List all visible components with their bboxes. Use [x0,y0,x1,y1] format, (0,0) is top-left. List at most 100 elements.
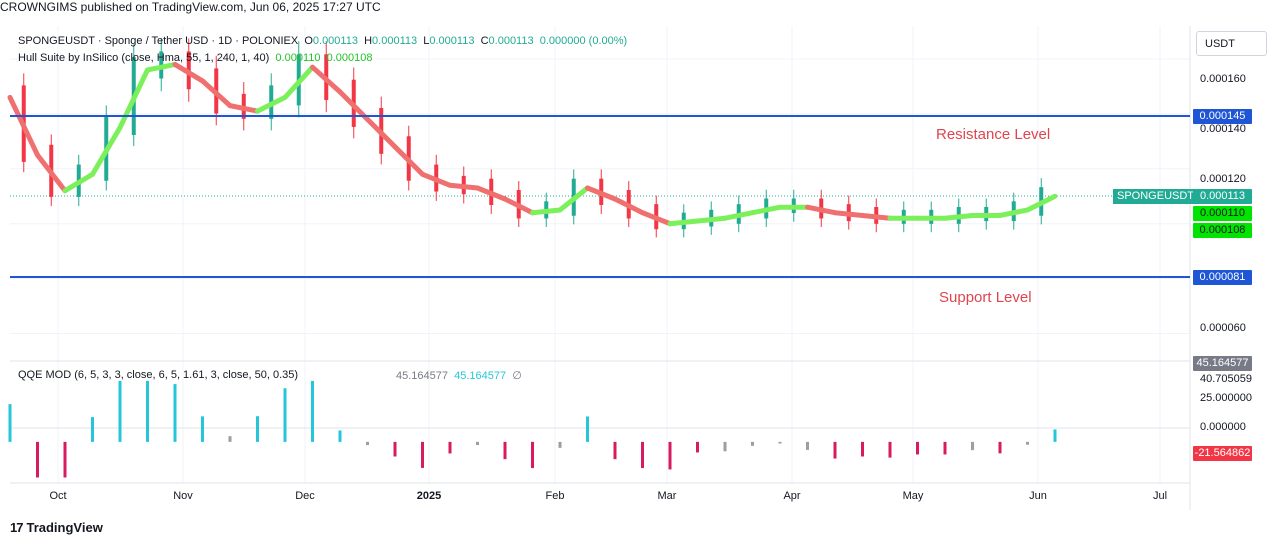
hull-segment [585,185,618,202]
hull-segment [942,212,975,221]
high-label: H [364,35,373,47]
candles [21,38,1044,238]
qqe-tick: 0.000000 [1200,421,1246,433]
hull-badge-1: 0.000110 [1193,206,1252,221]
qqe-badge-top: 45.164577 [1193,356,1252,371]
year-label: 2025 [416,490,442,502]
qqe-bar [338,430,342,442]
hull-segment [7,94,40,158]
open-label: O [304,35,313,47]
hull-segment [282,64,315,100]
hull-segment [722,210,755,221]
qqe-bar [118,380,122,442]
qqe-bar [448,441,452,454]
qqe-bar [228,436,232,442]
hull-suite-line [7,61,1058,227]
hull-segment [667,218,700,227]
qqe-tick: 40.705059 [1200,373,1252,385]
qqe-bar [1053,429,1057,442]
qqe-legend[interactable]: QQE MOD (6, 5, 3, 3, close, 6, 5, 1.61, … [18,369,298,381]
qqe-bar [558,441,562,448]
qqe-value-2: 45.164577 [454,370,507,382]
qqe-bar [283,388,287,442]
qqe-bar [641,441,644,469]
qqe-bar [778,441,782,444]
qqe-bar [91,417,94,442]
price-tick: 0.000160 [1200,73,1246,85]
symbol-title[interactable]: SPONGEUSDT · Sponge / Tether USD · 1D · … [18,35,299,47]
hull-segment [117,67,150,131]
month-label: Jul [1152,490,1168,502]
close-value: 0.000113 [488,35,534,47]
qqe-tick: 25.000000 [1200,392,1252,404]
qqe-bar [393,441,397,457]
qqe-bar [668,441,672,470]
qqe-badge-bottom: -21.564862 [1193,446,1252,461]
hidden-value-icon: ∅ [512,370,522,382]
hull-segment [997,207,1030,218]
qqe-bar [916,441,919,455]
hull-segment [420,171,453,188]
qqe-bar [476,441,479,446]
qqe-bar [63,441,67,478]
hull-segment [530,207,563,216]
qqe-values: 45.164577 45.164577 ∅ [396,369,522,382]
high-value: 0.000113 [372,35,418,47]
hull-segment [172,61,205,84]
qqe-bar [751,441,754,446]
qqe-value-1: 45.164577 [396,370,448,382]
month-label: Nov [173,490,193,502]
hull-segment [612,196,645,216]
qqe-bar [146,380,149,442]
hull-segment [640,210,673,227]
qqe-bar [503,441,507,460]
hull-segment [365,116,398,150]
month-label: May [902,490,924,502]
qqe-bar [201,416,204,442]
price-tick: 0.000120 [1200,173,1246,185]
qqe-histogram [8,380,1057,478]
hull-segment [337,89,370,122]
qqe-bar [173,384,177,442]
qqe-bar [36,441,39,478]
month-label: Oct [49,490,67,502]
qqe-bar [311,380,314,442]
qqe-bar [943,441,947,455]
published-info: CROWNGIMS published on TradingView.com, … [0,0,381,14]
qqe-bar [723,441,727,452]
hull-segment [805,204,838,216]
hull-segment [392,144,425,177]
qqe-bar [1026,441,1029,445]
hull-segment [1025,193,1058,213]
qqe-bar [256,416,259,442]
hull-badge-2: 0.000108 [1193,223,1252,238]
qqe-bar [888,441,892,458]
qqe-bar [531,441,534,469]
grid [10,26,1190,483]
price-tick: 0.000140 [1200,123,1246,135]
symbol-legend[interactable]: SPONGEUSDT · Sponge / Tether USD · 1D · … [18,35,627,47]
low-label: L [423,35,430,47]
currency-selector[interactable]: USDT [1196,31,1267,56]
support-annotation: Support Level [939,289,1032,306]
open-value: 0.000113 [312,35,358,47]
month-label: Mar [657,490,677,502]
change-value: 0.000000 (0.00%) [539,35,628,47]
hull-segment [200,78,233,109]
hull-segment [695,215,728,224]
qqe-bar [833,441,837,459]
hull-segment [310,64,343,95]
month-label: Feb [545,490,565,502]
hull-segment [227,103,260,114]
qqe-label[interactable]: QQE MOD (6, 5, 3, 3, close, 6, 5, 1.61, … [18,369,299,381]
hull-segment [750,204,783,216]
tradingview-logo[interactable]: 17 TradingView [10,520,103,535]
hull-legend[interactable]: Hull Suite by InSilico (close, Hma, 55, … [18,52,373,64]
tradingview-wordmark: TradingView [26,520,103,535]
qqe-bar [998,441,1002,454]
support-price-badge: 0.000081 [1193,270,1252,285]
hull-label[interactable]: Hull Suite by InSilico (close, Hma, 55, … [18,52,270,64]
close-label: C [480,35,489,47]
qqe-bar [366,441,369,446]
